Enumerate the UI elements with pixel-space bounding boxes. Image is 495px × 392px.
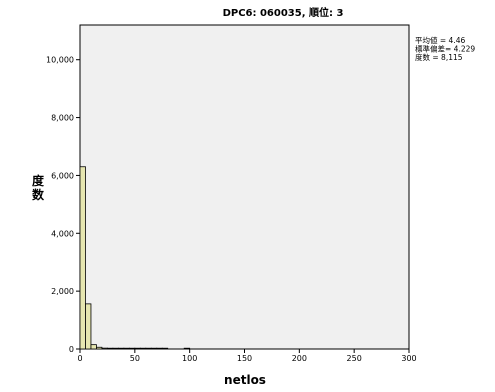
- stats-line: 度数 = 8,115: [415, 52, 463, 62]
- y-tick-label: 8,000: [51, 114, 74, 123]
- y-tick-label: 6,000: [51, 171, 74, 180]
- histogram-bar: [145, 347, 152, 350]
- histogram-bar: [156, 347, 163, 350]
- x-tick-label: 150: [237, 354, 252, 363]
- bars: [79, 166, 191, 350]
- y-tick-label: 10,000: [46, 56, 74, 65]
- histogram-bar: [85, 303, 92, 350]
- x-tick-label: 200: [292, 354, 307, 363]
- histogram-bar: [101, 347, 108, 350]
- histogram-bar: [128, 347, 136, 350]
- histogram-bar: [161, 347, 169, 350]
- x-tick-label: 250: [347, 354, 362, 363]
- x-tick-label: 50: [130, 354, 140, 363]
- histogram-bar: [112, 347, 119, 350]
- chart-title: DPC6: 060035, 順位: 3: [223, 6, 344, 19]
- histogram-bar: [150, 347, 158, 350]
- y-tick-label: 0: [69, 345, 74, 354]
- y-axis: 0 2,000 4,000 6,000 8,000 10,000: [46, 56, 80, 354]
- y-tick-label: 2,000: [51, 287, 74, 296]
- histogram-bar: [117, 347, 125, 350]
- histogram-bar: [183, 347, 191, 350]
- x-axis-label: netlos: [224, 373, 266, 387]
- plot-area: [79, 24, 410, 350]
- y-axis-label-char: 数: [32, 187, 45, 202]
- stats-line: 標準偏差= 4.229: [415, 44, 475, 54]
- y-axis-label: 度数: [32, 173, 45, 202]
- histogram-bar: [107, 347, 114, 350]
- stats-line: 平均値 = 4.46: [415, 35, 465, 45]
- histogram-bar: [96, 346, 103, 350]
- histogram-bar: [123, 347, 130, 350]
- x-axis: 0 50 100 150 200 250 300: [77, 349, 417, 363]
- histogram-bar: [90, 344, 97, 350]
- x-tick-label: 100: [182, 354, 197, 363]
- x-tick-label: 300: [401, 354, 416, 363]
- histogram-bar: [134, 347, 141, 350]
- histogram-bar: [139, 347, 147, 350]
- x-tick-label: 0: [77, 354, 82, 363]
- y-tick-label: 4,000: [51, 229, 74, 238]
- histogram-bar: [79, 166, 86, 350]
- y-axis-label-char: 度: [32, 173, 45, 188]
